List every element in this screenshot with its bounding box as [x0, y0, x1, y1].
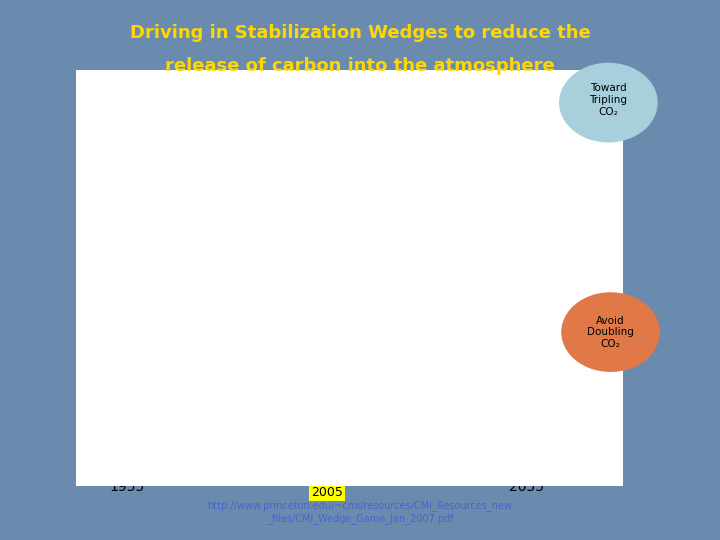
- Text: Flat path: Flat path: [394, 310, 444, 321]
- Text: Toward
Tripling
CO₂: Toward Tripling CO₂: [590, 83, 627, 117]
- Text: http://www.princeton.edu/~cmi/resources/CMI_Resources_new
_files/CMI_Wedge_Game_: http://www.princeton.edu/~cmi/resources/…: [207, 501, 513, 524]
- Text: 2005: 2005: [311, 486, 343, 499]
- Text: Avoid
Doubling
CO₂: Avoid Doubling CO₂: [587, 315, 634, 349]
- Polygon shape: [127, 305, 526, 470]
- Text: release of carbon into the atmosphere: release of carbon into the atmosphere: [165, 57, 555, 75]
- Polygon shape: [327, 139, 526, 305]
- Text: Emissions-doubling path: Emissions-doubling path: [370, 131, 482, 193]
- Text: Historical
emissions: Historical emissions: [155, 375, 219, 418]
- Text: Stabilization
Triangle: Stabilization Triangle: [420, 204, 497, 232]
- Text: Billion of Tons of
Carbon Emitted
per Year: Billion of Tons of Carbon Emitted per Ye…: [127, 104, 212, 137]
- Text: Driving in Stabilization Wedges to reduce the: Driving in Stabilization Wedges to reduc…: [130, 24, 590, 42]
